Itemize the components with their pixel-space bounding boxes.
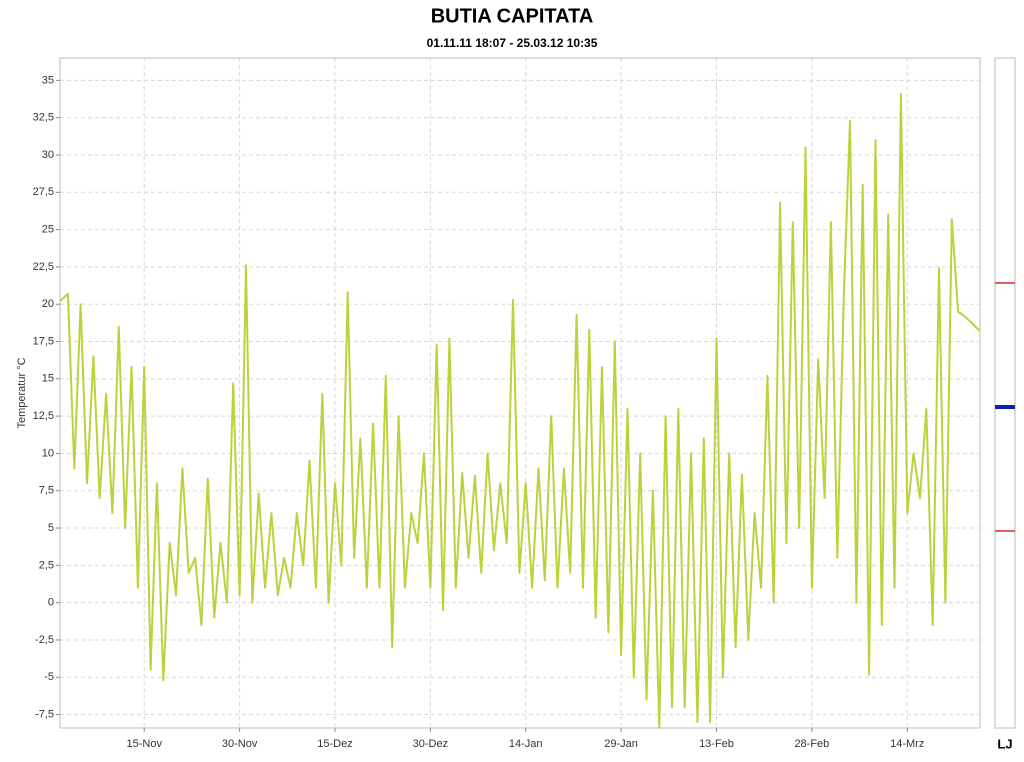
y-axis-label: Temperatur °C — [16, 357, 28, 428]
x-tick-label: 28-Feb — [794, 738, 829, 750]
chart-subtitle: 01.11.11 18:07 - 25.03.12 10:35 — [427, 36, 598, 50]
x-tick-label: 14-Mrz — [890, 738, 924, 750]
y-tick-label: 27,5 — [33, 186, 54, 198]
x-tick-label: 29-Jan — [604, 738, 638, 750]
y-tick-label: 22,5 — [33, 261, 54, 273]
y-tick-label: -5 — [44, 671, 54, 683]
y-tick-label: 20 — [42, 298, 54, 310]
y-tick-label: 2,5 — [39, 559, 54, 571]
x-tick-label: 30-Nov — [222, 738, 258, 750]
x-tick-label: 30-Dez — [413, 738, 448, 750]
y-tick-label: 10 — [42, 447, 54, 459]
y-tick-label: 17,5 — [33, 335, 54, 347]
x-tick-label: 15-Dez — [317, 738, 352, 750]
legend-label: LJ — [997, 736, 1012, 751]
x-tick-label: 14-Jan — [509, 738, 543, 750]
y-tick-label: 0 — [48, 597, 54, 609]
x-tick-label: 13-Feb — [699, 738, 734, 750]
chart-title: BUTIA CAPITATA — [431, 5, 594, 27]
x-tick-label: 15-Nov — [126, 738, 162, 750]
legend-panel — [994, 57, 1016, 729]
y-tick-label: 15 — [42, 373, 54, 385]
y-tick-label: 35 — [42, 74, 54, 86]
y-tick-label: 12,5 — [33, 410, 54, 422]
y-tick-label: 25 — [42, 224, 54, 236]
y-tick-label: 30 — [42, 149, 54, 161]
plot-frame — [59, 57, 981, 729]
line-series — [59, 92, 981, 729]
y-tick-label: -7,5 — [35, 708, 54, 720]
y-tick-label: 7,5 — [39, 485, 54, 497]
y-tick-label: -2,5 — [35, 634, 54, 646]
y-tick-label: 5 — [48, 522, 54, 534]
y-tick-label: 32,5 — [33, 112, 54, 124]
